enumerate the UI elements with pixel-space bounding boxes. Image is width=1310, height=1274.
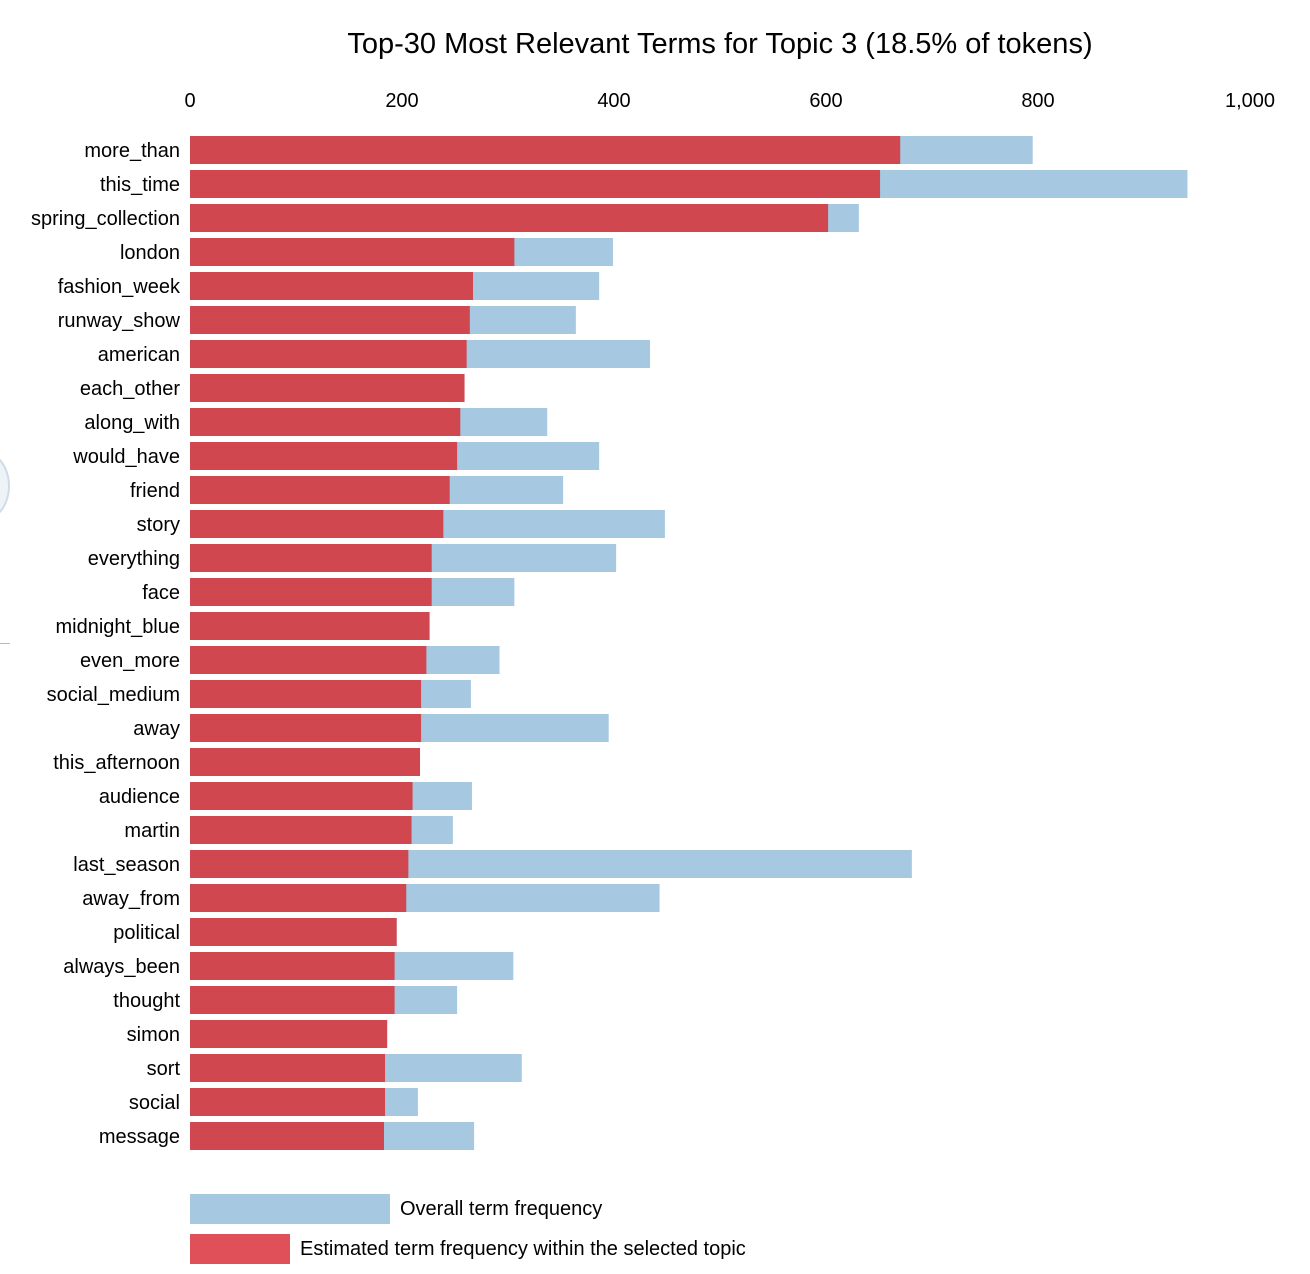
bar-topic-face[interactable] (190, 578, 432, 606)
bar-topic-midnight-blue[interactable] (190, 612, 430, 640)
x-tick-label: 200 (385, 90, 418, 112)
term-label-face[interactable]: face (142, 582, 180, 604)
term-label-would-have[interactable]: would_have (72, 446, 180, 468)
bar-topic-sort[interactable] (190, 1054, 386, 1082)
term-label-social[interactable]: social (129, 1092, 180, 1114)
bar-topic-spring-collection[interactable] (190, 204, 829, 232)
bar-topic-london[interactable] (190, 238, 515, 266)
legend: Overall term frequency Estimated term fr… (190, 1194, 746, 1264)
term-label-more-than[interactable]: more_than (84, 140, 180, 162)
term-label-last-season[interactable]: last_season (73, 854, 180, 876)
term-label-social-medium[interactable]: social_medium (47, 684, 180, 706)
term-label-everything[interactable]: everything (88, 548, 180, 570)
legend-label-overall: Overall term frequency (400, 1198, 602, 1220)
x-tick-label: 600 (809, 90, 842, 112)
bar-topic-thought[interactable] (190, 986, 395, 1014)
term-label-along-with[interactable]: along_with (84, 412, 180, 434)
bar-topic-away-from[interactable] (190, 884, 407, 912)
bar-topic-martin[interactable] (190, 816, 412, 844)
bar-topic-always-been[interactable] (190, 952, 395, 980)
term-label-audience[interactable]: audience (99, 786, 180, 808)
bar-topic-fashion-week[interactable] (190, 272, 474, 300)
term-label-this-afternoon[interactable]: this_afternoon (53, 752, 180, 774)
bar-topic-everything[interactable] (190, 544, 432, 572)
bar-topic-each-other[interactable] (190, 374, 465, 402)
bar-topic-message[interactable] (190, 1122, 384, 1150)
bar-topic-last-season[interactable] (190, 850, 409, 878)
term-label-martin[interactable]: martin (124, 820, 180, 842)
bar-topic-simon[interactable] (190, 1020, 388, 1048)
term-label-midnight-blue[interactable]: midnight_blue (55, 616, 180, 638)
bar-topic-more-than[interactable] (190, 136, 901, 164)
term-label-political[interactable]: political (113, 922, 180, 944)
bar-topic-even-more[interactable] (190, 646, 427, 674)
term-label-away-from[interactable]: away_from (82, 888, 180, 910)
x-axis-ticks: 0 200 400 600 800 1,000 (184, 90, 1275, 112)
bar-topic-would-have[interactable] (190, 442, 458, 470)
bar-topic-political[interactable] (190, 918, 397, 946)
term-label-american[interactable]: american (98, 344, 180, 366)
x-tick-label: 400 (597, 90, 630, 112)
term-label-message[interactable]: message (99, 1126, 180, 1148)
term-label-runway-show[interactable]: runway_show (58, 310, 181, 332)
term-label-story[interactable]: story (137, 514, 180, 536)
bar-topic-social-medium[interactable] (190, 680, 422, 708)
term-label-london[interactable]: london (120, 242, 180, 264)
bar-topic-runway-show[interactable] (190, 306, 470, 334)
term-label-simon[interactable]: simon (127, 1024, 180, 1046)
legend-label-topic: Estimated term frequency within the sele… (300, 1238, 746, 1260)
bar-topic-this-afternoon[interactable] (190, 748, 421, 776)
bar-topic-friend[interactable] (190, 476, 450, 504)
x-tick-label: 800 (1021, 90, 1054, 112)
bar-topic-away[interactable] (190, 714, 422, 742)
x-tick-label: 1,000 (1225, 90, 1275, 112)
bar-topic-social[interactable] (190, 1088, 386, 1116)
legend-swatch-topic (190, 1234, 290, 1264)
bar-topic-this-time[interactable] (190, 170, 881, 198)
term-label-away[interactable]: away (133, 718, 180, 740)
bar-topic-audience[interactable] (190, 782, 413, 810)
chart-title: Top-30 Most Relevant Terms for Topic 3 (… (347, 28, 1092, 60)
bar-topic-story[interactable] (190, 510, 444, 538)
term-label-even-more[interactable]: even_more (80, 650, 180, 672)
x-tick-label: 0 (184, 90, 195, 112)
term-label-friend[interactable]: friend (130, 480, 180, 502)
term-label-this-time[interactable]: this_time (100, 174, 180, 196)
bar-topic-american[interactable] (190, 340, 467, 368)
topic-frequency-bars (190, 136, 901, 1150)
term-label-fashion-week[interactable]: fashion_week (58, 276, 181, 298)
term-labels: more_than this_time spring_collectionlondo… (31, 140, 181, 1148)
term-label-spring-collection[interactable]: spring_collection (31, 208, 180, 230)
bar-topic-along-with[interactable] (190, 408, 461, 436)
term-label-each-other[interactable]: each_other (80, 378, 180, 400)
left-edge-tick (0, 643, 10, 644)
term-label-thought[interactable]: thought (113, 990, 180, 1012)
legend-swatch-overall (190, 1194, 390, 1224)
term-label-sort[interactable]: sort (147, 1058, 181, 1080)
term-label-always-been[interactable]: always_been (63, 956, 180, 978)
